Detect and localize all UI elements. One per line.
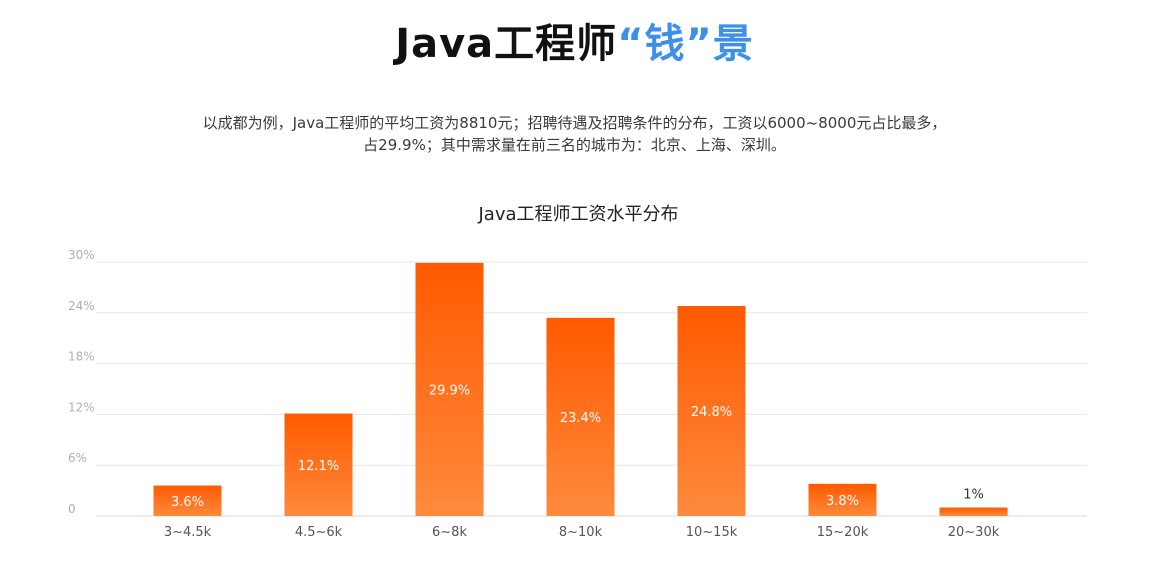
intro-line-2: 占29.9%；其中需求量在前三名的城市为：北京、上海、深圳。 bbox=[363, 136, 786, 154]
page-headline: Java工程师“钱”景 bbox=[0, 14, 1149, 74]
bar bbox=[939, 507, 1008, 516]
data-label: 23.4% bbox=[560, 411, 601, 426]
headline-suffix: 景 bbox=[712, 21, 754, 67]
label-layer: 0 6% 12% 18% 24% 30% 3~4.5k 3.6% 4.5~6k 12.1% 6~8k… bbox=[68, 248, 1000, 540]
y-tick-label: 6% bbox=[68, 451, 87, 465]
bar-layer bbox=[153, 262, 1008, 516]
headline-accent: “钱” bbox=[617, 21, 713, 67]
data-label: 3.8% bbox=[826, 494, 859, 509]
headline-prefix: Java工程师 bbox=[395, 21, 618, 67]
data-label: 3.6% bbox=[171, 495, 204, 510]
bar bbox=[415, 262, 484, 516]
y-tick-label: 24% bbox=[68, 299, 95, 313]
x-tick-label: 20~30k bbox=[948, 525, 1000, 540]
bar bbox=[546, 317, 615, 516]
bar bbox=[808, 483, 877, 516]
bar bbox=[677, 306, 746, 516]
data-label: 1% bbox=[963, 488, 984, 503]
y-tick-label: 0 bbox=[68, 502, 76, 516]
data-label: 12.1% bbox=[298, 459, 339, 474]
x-tick-label: 3~4.5k bbox=[164, 525, 212, 540]
y-tick-label: 18% bbox=[68, 350, 95, 364]
x-tick-label: 4.5~6k bbox=[295, 525, 343, 540]
bar bbox=[153, 485, 222, 516]
x-tick-label: 15~20k bbox=[817, 525, 869, 540]
intro-line-1: 以成都为例，Java工程师的平均工资为8810元；招聘待遇及招聘条件的分布，工资… bbox=[202, 114, 947, 132]
data-label: 29.9% bbox=[429, 383, 470, 398]
chart-title: Java工程师工资水平分布 bbox=[478, 204, 679, 225]
x-tick-label: 8~10k bbox=[559, 525, 603, 540]
y-tick-label: 12% bbox=[68, 400, 95, 414]
x-tick-label: 10~15k bbox=[686, 525, 738, 540]
x-tick-label: 6~8k bbox=[432, 525, 467, 540]
y-tick-label: 30% bbox=[68, 248, 95, 262]
intro-paragraph: 以成都为例，Java工程师的平均工资为8810元；招聘待遇及招聘条件的分布，工资… bbox=[150, 112, 999, 156]
bar bbox=[284, 413, 353, 516]
data-label: 24.8% bbox=[691, 405, 732, 420]
